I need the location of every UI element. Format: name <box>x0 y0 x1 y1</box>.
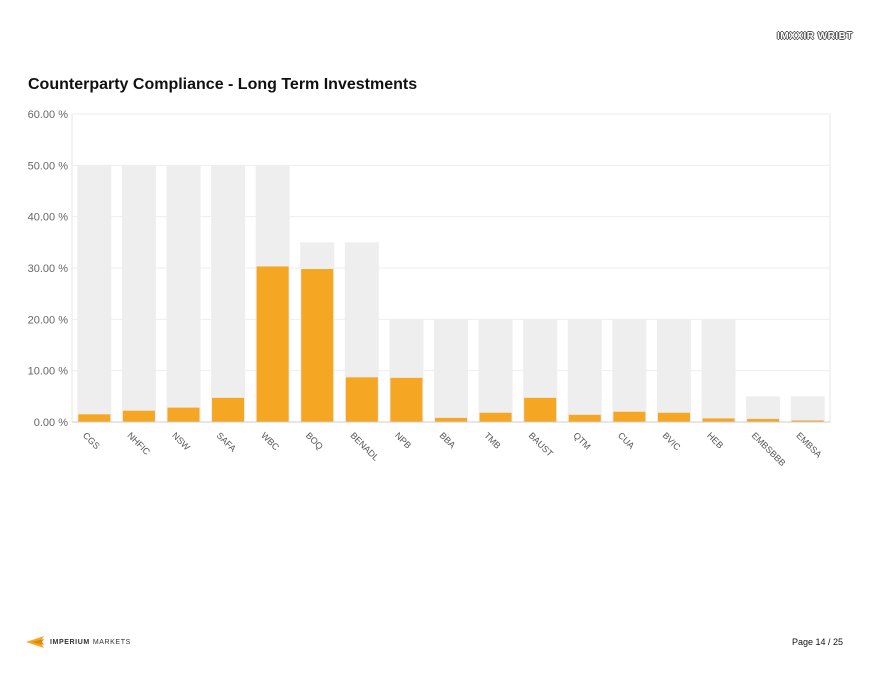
actual-bar <box>479 412 512 422</box>
limit-bar <box>790 396 825 422</box>
actual-bar <box>167 407 200 422</box>
actual-bar <box>78 414 111 422</box>
chart-title: Counterparty Compliance - Long Term Inve… <box>28 76 418 93</box>
actual-bar <box>256 266 289 422</box>
actual-bar <box>657 412 690 422</box>
x-tick-label: BAUST <box>527 430 556 459</box>
limit-bar <box>434 319 468 422</box>
x-tick-label: HEB <box>705 430 725 450</box>
actual-bar <box>702 418 735 422</box>
page-number: Page 14 / 25 <box>791 637 843 647</box>
limit-bar <box>121 165 156 423</box>
x-tick-label: WBC <box>259 430 281 452</box>
actual-bar <box>390 377 423 422</box>
y-tick-label: 50.00 % <box>28 160 69 172</box>
limit-bar <box>166 165 201 423</box>
x-tick-label: NSW <box>170 430 192 452</box>
actual-bar <box>613 411 646 422</box>
x-tick-label: SAFA <box>215 430 238 453</box>
y-tick-label: 0.00 % <box>34 417 68 429</box>
actual-bar <box>301 269 334 422</box>
x-tick-label: CGS <box>81 430 102 451</box>
brand-name: IMPERIUM <box>50 638 90 646</box>
actual-bar <box>122 410 155 422</box>
actual-bar <box>435 417 467 422</box>
x-tick-label: EMBSA <box>794 430 823 459</box>
brand-suffix: MARKETS <box>92 638 131 646</box>
actual-bar <box>791 420 824 422</box>
logo-mark-icon <box>26 636 44 648</box>
x-tick-label: BENADL <box>348 430 381 463</box>
limit-bar <box>567 319 602 422</box>
limit-bar <box>478 319 513 422</box>
actual-bar <box>524 397 557 422</box>
limit-bar <box>77 165 112 423</box>
x-tick-label: EMBSBBB <box>750 430 788 468</box>
actual-bar <box>345 377 378 422</box>
x-tick-label: BOQ <box>304 430 325 451</box>
limit-bar <box>701 319 736 422</box>
x-tick-label: BVIC <box>661 430 683 452</box>
limit-bar <box>211 165 246 423</box>
limit-bar <box>656 319 691 422</box>
limit-bar <box>746 396 781 422</box>
y-tick-label: 40.00 % <box>28 212 69 224</box>
y-tick-label: 60.00 % <box>28 109 69 121</box>
actual-bar <box>747 418 780 422</box>
x-tick-label: NPB <box>393 430 413 450</box>
y-tick-label: 30.00 % <box>28 263 69 275</box>
y-tick-label: 20.00 % <box>28 314 69 326</box>
company-logo: IMPERIUM MARKETS <box>26 636 131 648</box>
y-tick-label: 10.00 % <box>28 366 69 378</box>
actual-bar <box>212 397 245 422</box>
limit-bar <box>612 319 647 422</box>
actual-bar <box>568 414 601 422</box>
x-tick-label: TMB <box>482 430 503 451</box>
corner-label: IMXXIR WRIBT <box>777 31 853 42</box>
x-tick-label: QTM <box>571 430 592 451</box>
x-tick-label: CUA <box>616 430 637 451</box>
x-tick-label: NHFIC <box>125 430 152 457</box>
x-tick-label: BBA <box>438 430 458 450</box>
